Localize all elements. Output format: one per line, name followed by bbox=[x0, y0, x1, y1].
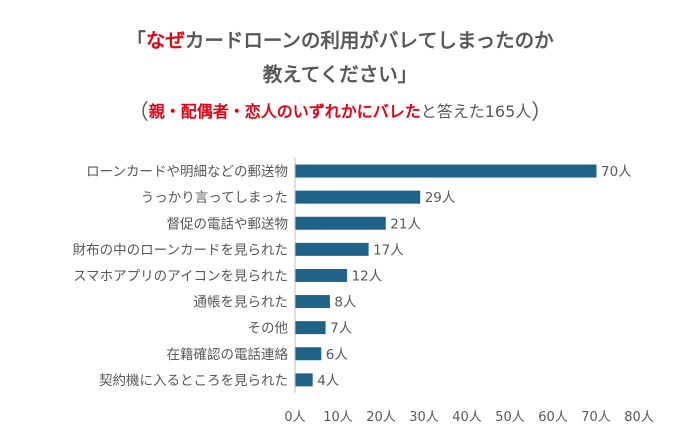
x-tick-label: 50人 bbox=[495, 410, 525, 425]
data-label: 7人 bbox=[330, 321, 353, 337]
bar bbox=[295, 216, 386, 230]
x-tick-label: 80人 bbox=[624, 410, 654, 425]
title-highlight: なぜ bbox=[145, 29, 185, 52]
data-label: 4人 bbox=[317, 373, 340, 389]
x-tick-label: 20人 bbox=[366, 410, 396, 425]
x-tick-label: 40人 bbox=[452, 410, 482, 425]
bar bbox=[295, 242, 369, 256]
category-label: 財布の中のローンカードを見られた bbox=[73, 242, 288, 258]
bar bbox=[295, 347, 322, 361]
title-open-bracket: 「 bbox=[126, 29, 146, 52]
data-label: 6人 bbox=[326, 347, 349, 363]
subtitle-close-paren: ） bbox=[531, 100, 553, 124]
title-line-1-text: カードローンの利用がバレてしまったのか bbox=[184, 29, 554, 52]
category-label: 在籍確認の電話連絡 bbox=[167, 346, 289, 363]
subtitle-text: と答えた165人 bbox=[420, 102, 532, 121]
x-tick-label: 30人 bbox=[409, 410, 439, 425]
x-tick-label: 0人 bbox=[284, 410, 305, 425]
data-label: 29人 bbox=[425, 190, 456, 206]
bar bbox=[295, 190, 421, 204]
x-tick-label: 70人 bbox=[581, 410, 611, 425]
chart-title-line-2: 教えてください」 bbox=[262, 63, 418, 86]
category-label: うっかり言ってしまった bbox=[141, 190, 288, 206]
bar bbox=[295, 164, 597, 178]
category-label: 督促の電話や郵送物 bbox=[167, 215, 289, 232]
bar bbox=[295, 321, 326, 335]
x-tick-label: 60人 bbox=[538, 410, 568, 425]
data-label: 8人 bbox=[334, 295, 357, 311]
bar bbox=[295, 268, 348, 282]
data-label: 17人 bbox=[373, 242, 404, 258]
chart-subtitle: （親・配偶者・恋人のいずれかにバレたと答えた165人） bbox=[0, 96, 680, 126]
bar bbox=[295, 295, 330, 309]
category-label: ローンカードや明細などの郵送物 bbox=[86, 164, 288, 180]
data-label: 12人 bbox=[352, 268, 383, 284]
category-label: スマホアプリのアイコンを見られた bbox=[73, 268, 288, 284]
subtitle-highlight: 親・配偶者・恋人のいずれかにバレた bbox=[148, 102, 421, 121]
data-label: 70人 bbox=[601, 164, 632, 180]
data-label: 21人 bbox=[390, 216, 421, 232]
chart-title-line-1: 「なぜカードローンの利用がバレてしまったのか bbox=[0, 24, 680, 53]
subtitle-open-paren: （ bbox=[127, 100, 149, 124]
category-label: 契約機に入るところを見られた bbox=[99, 373, 288, 389]
x-tick-label: 10人 bbox=[323, 410, 353, 425]
category-label: 通帳を見られた bbox=[194, 295, 289, 311]
category-label: その他 bbox=[248, 321, 289, 337]
bar bbox=[295, 373, 313, 387]
